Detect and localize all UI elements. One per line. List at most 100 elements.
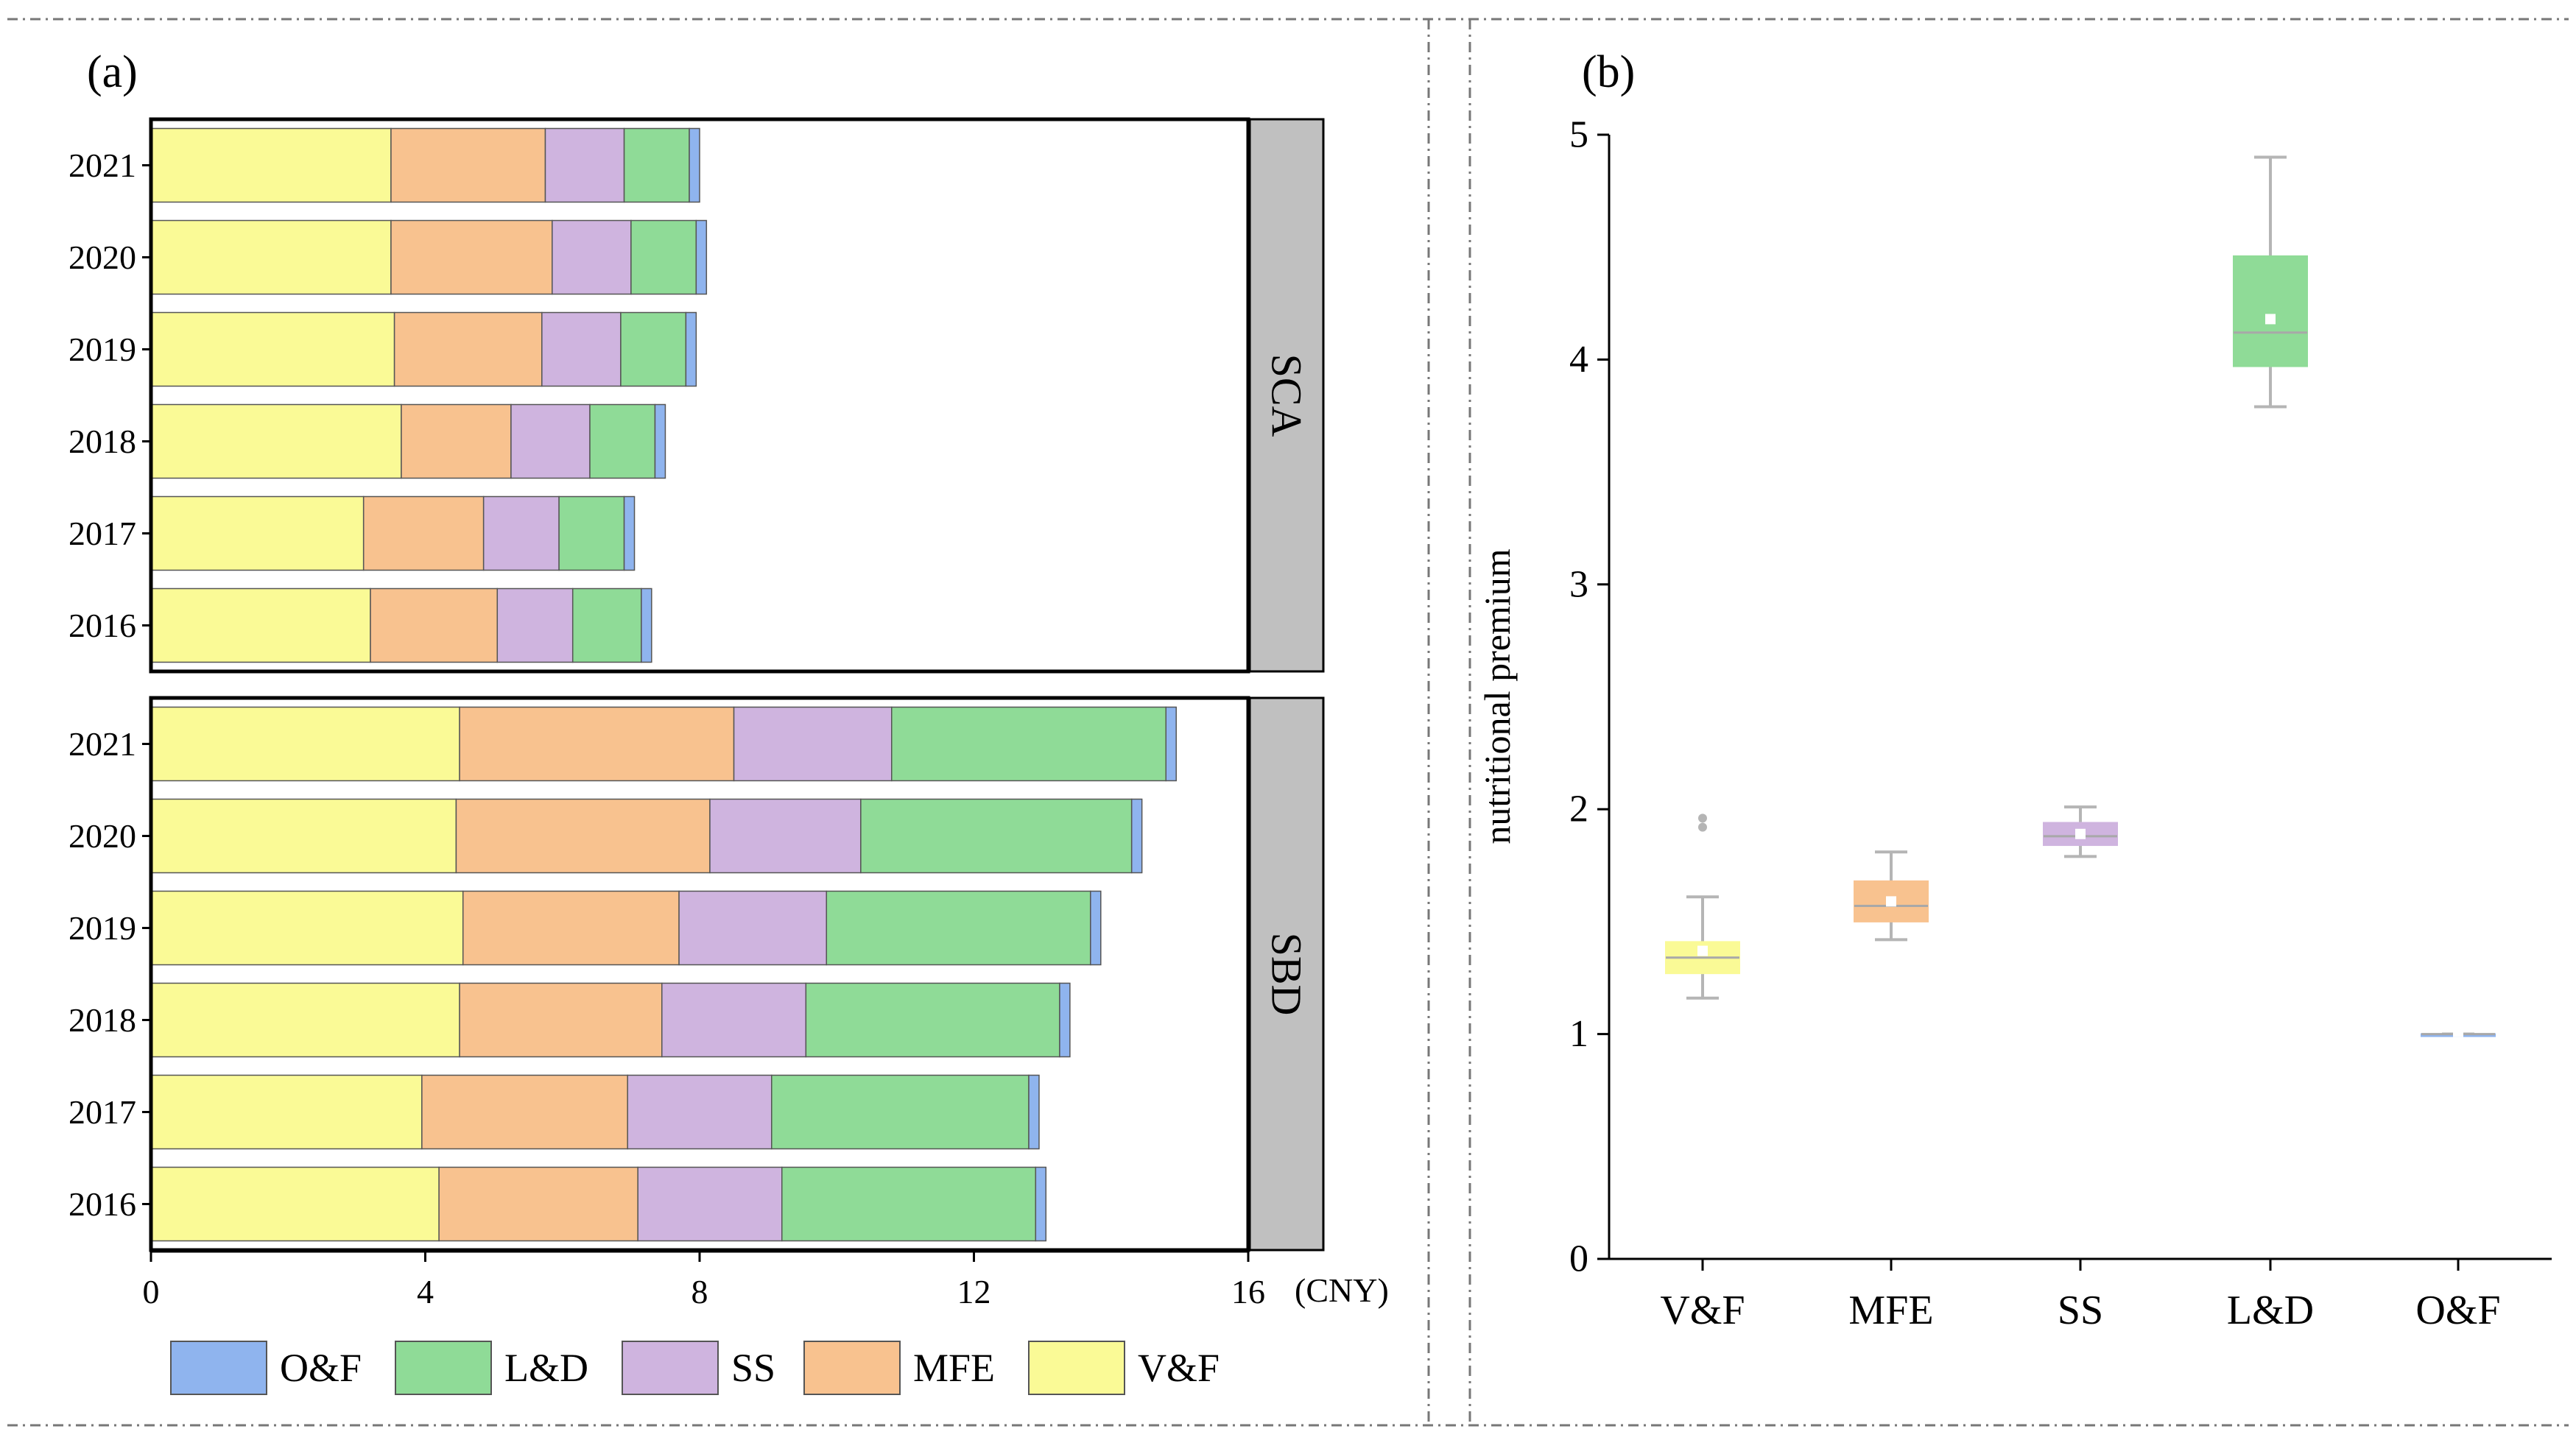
bar-sca-2019-ss xyxy=(541,311,622,387)
y-tick-label-sca-2018: 2018 xyxy=(68,423,136,460)
bar-sca-2017-ld xyxy=(558,495,625,571)
bar-sca-2018-ld xyxy=(589,403,656,479)
bar-sbd-2021-vf xyxy=(150,706,460,782)
y-tick-label-sbd-2016: 2016 xyxy=(68,1185,136,1223)
bar-sca-2016-mfe xyxy=(370,587,499,663)
legend-label-ld: L&D xyxy=(504,1346,588,1390)
bar-sbd-2020-vf xyxy=(150,798,457,874)
outlier-point-vf xyxy=(1698,822,1707,832)
bar-sca-2018-mfe xyxy=(401,403,512,479)
bar-sca-2018-vf xyxy=(150,403,402,479)
mean-marker-ss xyxy=(2075,828,2086,839)
y-tick-label-sbd-2019: 2019 xyxy=(68,909,136,947)
facet-box-sca xyxy=(149,117,1250,674)
y-tick-label-sbd-2017: 2017 xyxy=(68,1093,136,1131)
bar-sbd-2018-ld xyxy=(805,982,1060,1058)
bar-sca-2020-of xyxy=(695,219,708,295)
bar-sbd-2017-of xyxy=(1028,1074,1040,1150)
bar-sca-2017-vf xyxy=(150,495,365,571)
x-tick-label-4: 4 xyxy=(417,1273,434,1310)
bar-sca-2020-ss xyxy=(552,219,632,295)
y-tick-label-5: 5 xyxy=(1569,114,1588,156)
x-tick-label-0: 0 xyxy=(143,1273,160,1310)
bar-sca-2021-ss xyxy=(544,127,625,203)
bar-sbd-2021-mfe xyxy=(459,706,735,782)
legend-label-vf: V&F xyxy=(1138,1346,1220,1390)
mean-marker-vf xyxy=(1697,945,1708,956)
bar-sbd-2021-ss xyxy=(733,706,893,782)
bar-sbd-2017-ss xyxy=(627,1074,773,1150)
bar-sbd-2019-ss xyxy=(678,890,828,966)
facet-strip-sca xyxy=(1248,118,1325,673)
bar-sca-2021-of xyxy=(689,127,700,203)
y-tick-label-sca-2019: 2019 xyxy=(68,331,136,368)
bar-sca-2017-of xyxy=(623,495,636,571)
y-tick-label-sbd-2020: 2020 xyxy=(68,817,136,855)
bar-sbd-2019-of xyxy=(1090,890,1102,966)
legend-swatch-ss xyxy=(622,1341,719,1395)
box-ld xyxy=(2233,255,2308,367)
bar-sbd-2017-mfe xyxy=(421,1074,628,1150)
x-tick-label-mfe: MFE xyxy=(1848,1288,1933,1333)
bar-sbd-2017-vf xyxy=(150,1074,423,1150)
y-tick-label-0: 0 xyxy=(1569,1238,1588,1280)
bar-sbd-2019-ld xyxy=(826,890,1091,966)
y-tick-label-sca-2020: 2020 xyxy=(68,239,136,276)
y-tick-label-sbd-2021: 2021 xyxy=(68,725,136,763)
x-tick-label-16: 16 xyxy=(1231,1273,1265,1310)
y-tick-label-sca-2021: 2021 xyxy=(68,147,136,184)
y-axis-title: nutritional premium xyxy=(1477,548,1518,844)
bar-sca-2018-of xyxy=(654,403,666,479)
bar-sca-2020-vf xyxy=(150,219,392,295)
bar-sca-2018-ss xyxy=(510,403,591,479)
x-axis-unit: (CNY) xyxy=(1295,1271,1389,1309)
x-tick-label-12: 12 xyxy=(957,1273,991,1310)
bar-sbd-2016-ss xyxy=(637,1166,783,1242)
legend-label-of: O&F xyxy=(280,1346,362,1390)
bar-sca-2019-ld xyxy=(620,311,687,387)
y-tick-label-sca-2016: 2016 xyxy=(68,607,136,644)
bar-sbd-2020-mfe xyxy=(455,798,711,874)
y-tick-label-1: 1 xyxy=(1569,1013,1588,1055)
bar-sca-2016-ld xyxy=(571,587,642,663)
facet-label-sca: SCA xyxy=(1263,354,1311,437)
mean-marker-ld xyxy=(2265,314,2276,325)
bar-sbd-2018-of xyxy=(1059,982,1071,1058)
bar-sbd-2016-vf xyxy=(150,1166,440,1242)
panel-a: (a) SCA 2021 2020 2019 2018 2017 2016 SBD 2021 202… xyxy=(68,47,1389,1395)
y-tick-label-sbd-2018: 2018 xyxy=(68,1001,136,1039)
bar-sca-2021-mfe xyxy=(390,127,546,203)
panel-label-a: (a) xyxy=(87,47,138,97)
panel-label-b: (b) xyxy=(1582,47,1635,97)
bar-sbd-2021-of xyxy=(1165,706,1177,782)
legend-swatch-mfe xyxy=(803,1341,901,1395)
facet-box-sbd xyxy=(149,696,1250,1252)
mean-marker-of xyxy=(2453,1026,2463,1037)
bar-sbd-2018-mfe xyxy=(459,982,663,1058)
bar-sca-2020-ld xyxy=(630,219,697,295)
bar-sca-2016-of xyxy=(641,587,652,663)
y-tick-label-2: 2 xyxy=(1569,788,1588,830)
bar-sbd-2016-ld xyxy=(781,1166,1037,1242)
y-tick-label-4: 4 xyxy=(1569,339,1588,381)
bar-sca-2020-mfe xyxy=(390,219,553,295)
y-tick-label-3: 3 xyxy=(1569,563,1588,605)
bar-sca-2019-vf xyxy=(150,311,395,387)
outlier-point-vf xyxy=(1698,813,1707,823)
figure-frame xyxy=(7,18,2569,1427)
bar-sbd-2017-ld xyxy=(771,1074,1030,1150)
mean-marker-mfe xyxy=(1886,896,1896,907)
legend-swatch-of xyxy=(170,1341,267,1395)
bar-sbd-2016-of xyxy=(1035,1166,1047,1242)
x-tick-label-vf: V&F xyxy=(1660,1288,1745,1333)
bar-sca-2017-ss xyxy=(482,495,560,571)
y-tick-label-sca-2017: 2017 xyxy=(68,515,136,552)
bar-sbd-2018-ss xyxy=(661,982,807,1058)
x-tick-label-of: O&F xyxy=(2415,1288,2500,1333)
legend-swatch-vf xyxy=(1028,1341,1125,1395)
bar-sbd-2016-mfe xyxy=(438,1166,638,1242)
legend-label-mfe: MFE xyxy=(913,1346,995,1390)
bar-sbd-2020-of xyxy=(1130,798,1143,874)
bar-sca-2016-ss xyxy=(496,587,574,663)
